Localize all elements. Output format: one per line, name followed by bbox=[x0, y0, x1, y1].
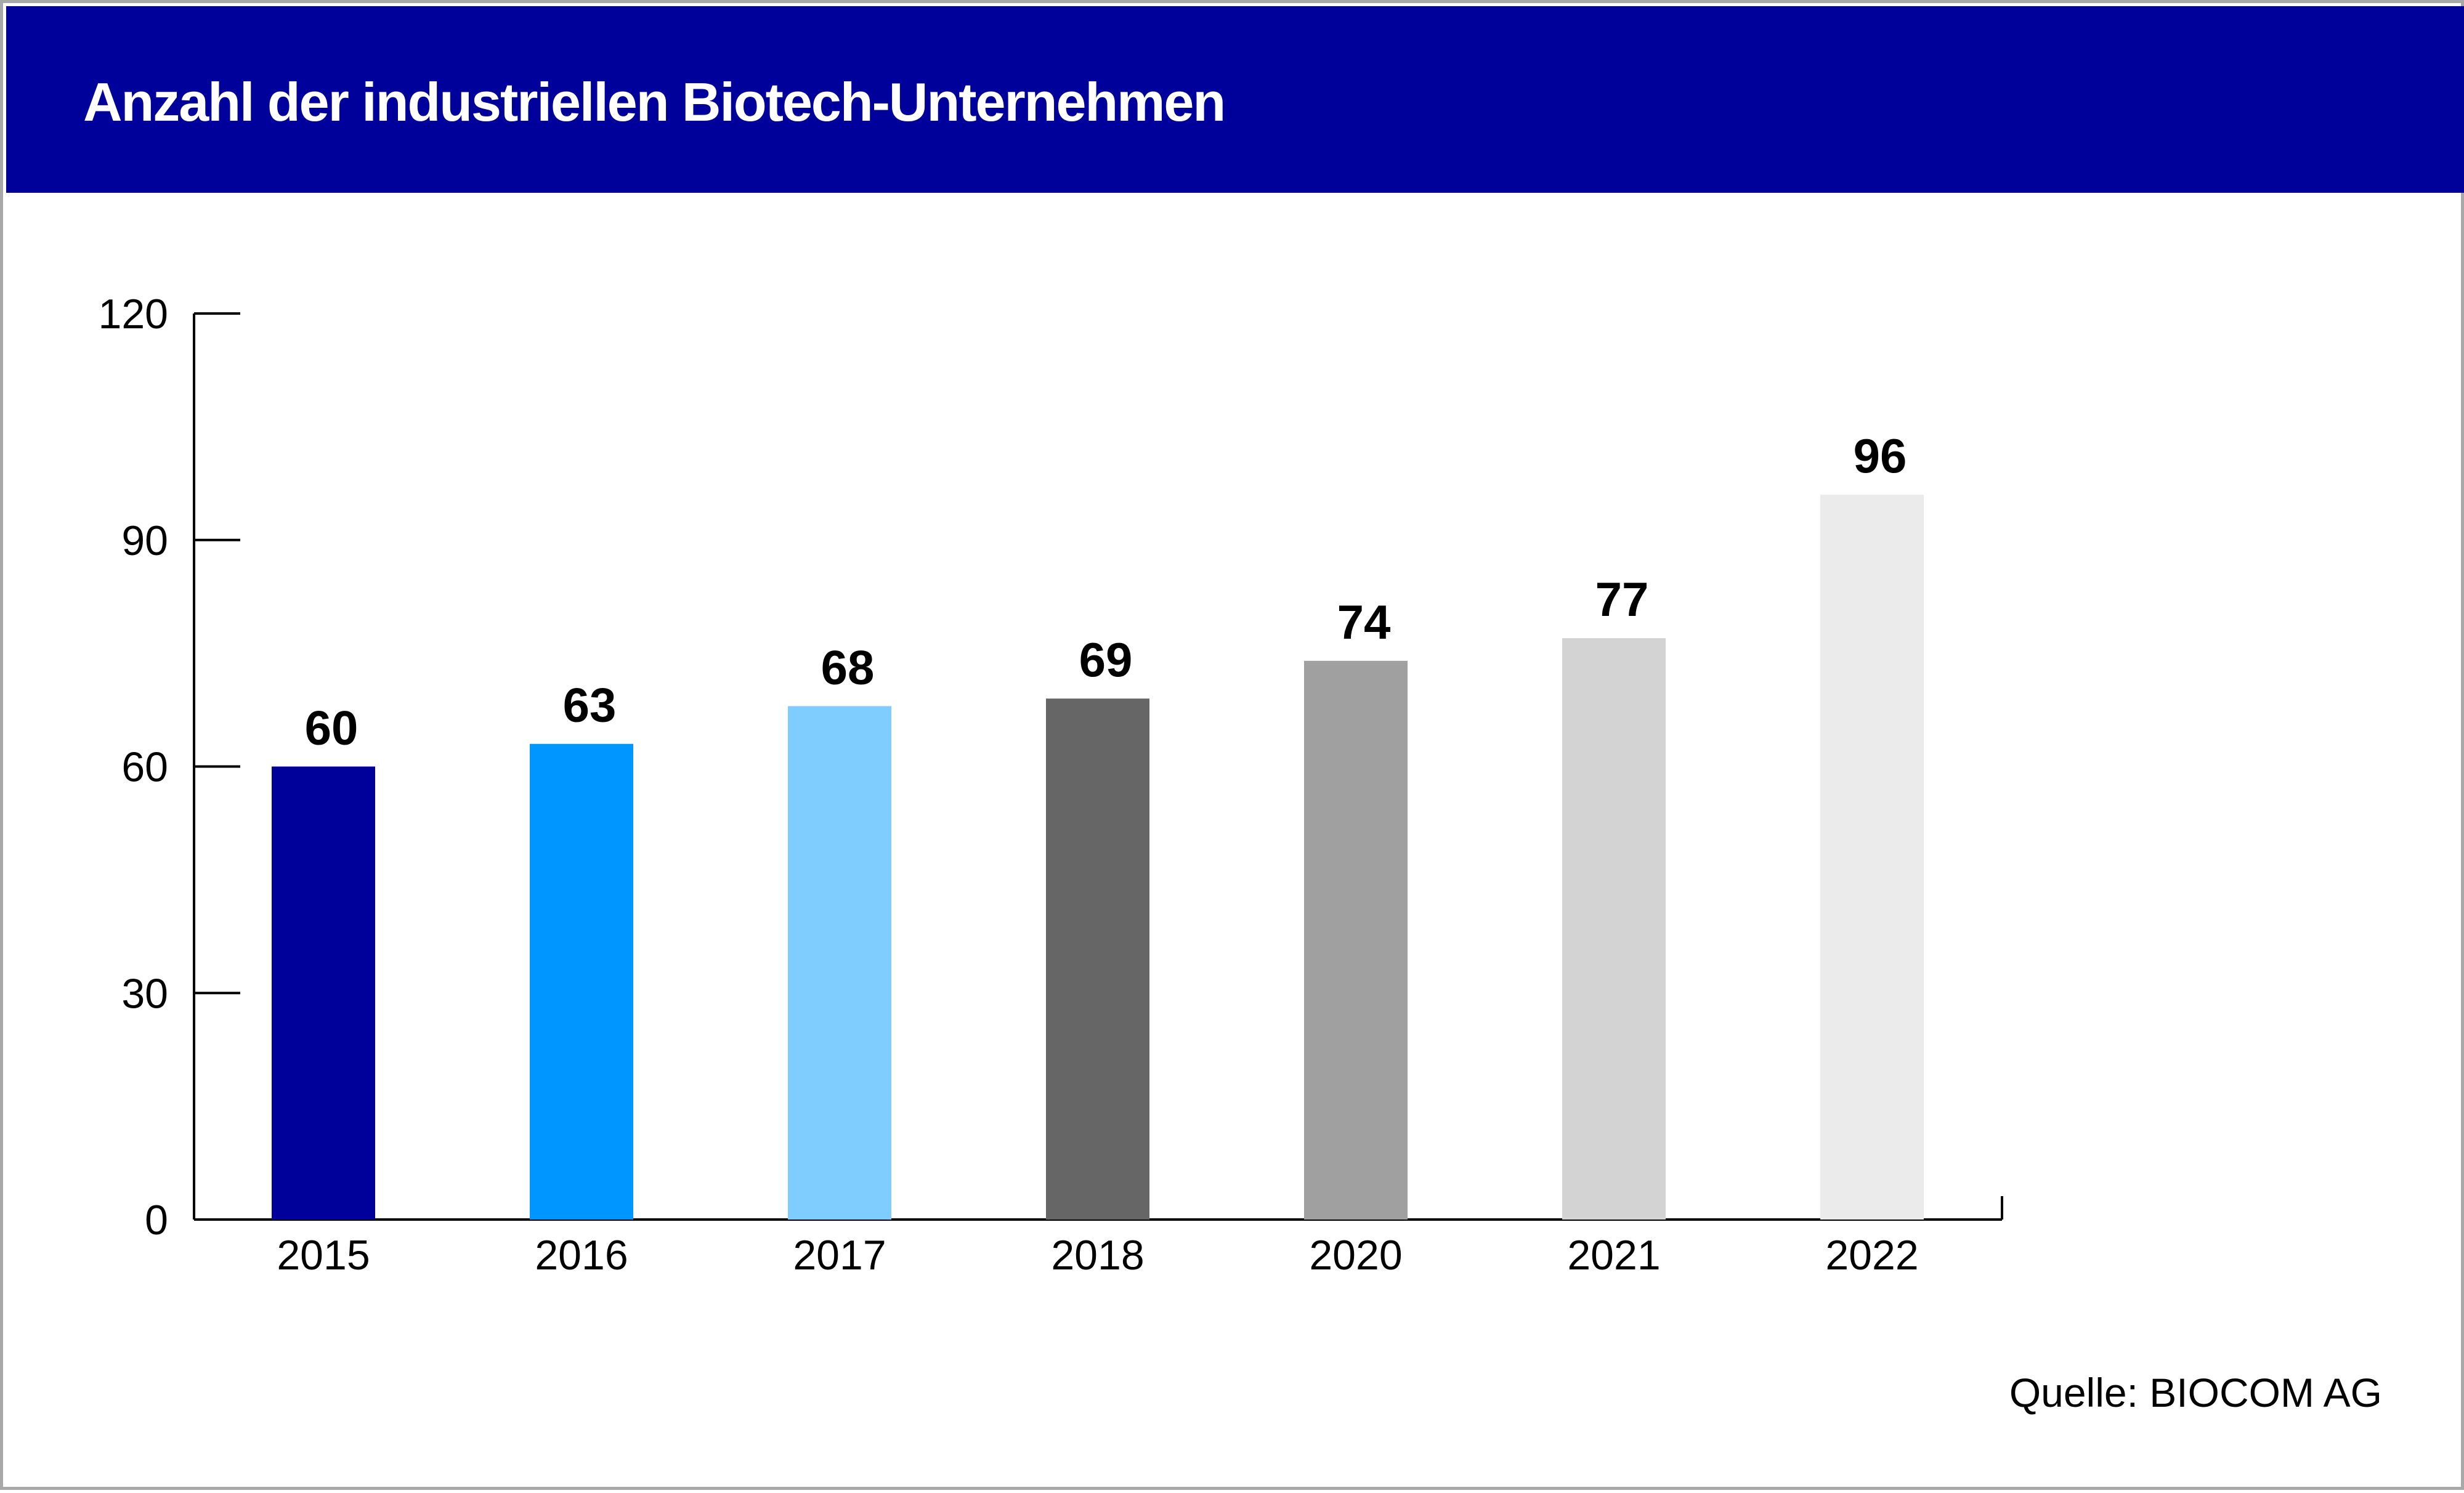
bar-value-label: 68 bbox=[821, 640, 875, 694]
x-tick-label: 2017 bbox=[793, 1232, 886, 1279]
bar-value-label: 74 bbox=[1337, 595, 1391, 649]
y-tick-label: 120 bbox=[99, 291, 168, 338]
source-note: Quelle: BIOCOM AG bbox=[2009, 1370, 2382, 1415]
bar-chart: 0 30 60 90 120 60 2015 63 2016 68 2017 69 2018 74 202… bbox=[99, 291, 2003, 1279]
bar-value-label: 96 bbox=[1854, 429, 1907, 483]
bar-value-label: 69 bbox=[1079, 633, 1133, 687]
x-tick-label: 2015 bbox=[277, 1232, 370, 1279]
x-tick-label: 2021 bbox=[1567, 1232, 1660, 1279]
x-tick-label: 2016 bbox=[535, 1232, 628, 1279]
bar bbox=[1046, 698, 1149, 1220]
bar bbox=[530, 743, 633, 1220]
title-banner: Anzahl der industriellen Biotech-Unterne… bbox=[6, 6, 2464, 193]
bar bbox=[1562, 638, 1666, 1220]
y-tick-label: 0 bbox=[145, 1197, 168, 1244]
y-tick-label: 90 bbox=[121, 517, 168, 564]
bar-value-label: 77 bbox=[1595, 572, 1649, 626]
x-tick-label: 2022 bbox=[1825, 1232, 1918, 1279]
x-tick-label: 2018 bbox=[1051, 1232, 1144, 1279]
bar-value-label: 63 bbox=[563, 678, 617, 732]
bar-value-label: 60 bbox=[305, 701, 359, 755]
y-tick-label: 60 bbox=[121, 744, 168, 791]
y-tick-label: 30 bbox=[121, 970, 168, 1017]
bar bbox=[272, 766, 375, 1220]
x-tick-label: 2020 bbox=[1309, 1232, 1402, 1279]
bar bbox=[788, 706, 891, 1220]
chart-title: Anzahl der industriellen Biotech-Unterne… bbox=[83, 71, 1226, 132]
chart-axes: 0 30 60 90 120 bbox=[99, 291, 2003, 1244]
bar bbox=[1304, 660, 1408, 1220]
bar bbox=[1820, 495, 1924, 1220]
bar-group bbox=[272, 495, 1924, 1220]
label-group: 60 2015 63 2016 68 2017 69 2018 74 2020 77 2021 96 20… bbox=[277, 429, 1918, 1279]
